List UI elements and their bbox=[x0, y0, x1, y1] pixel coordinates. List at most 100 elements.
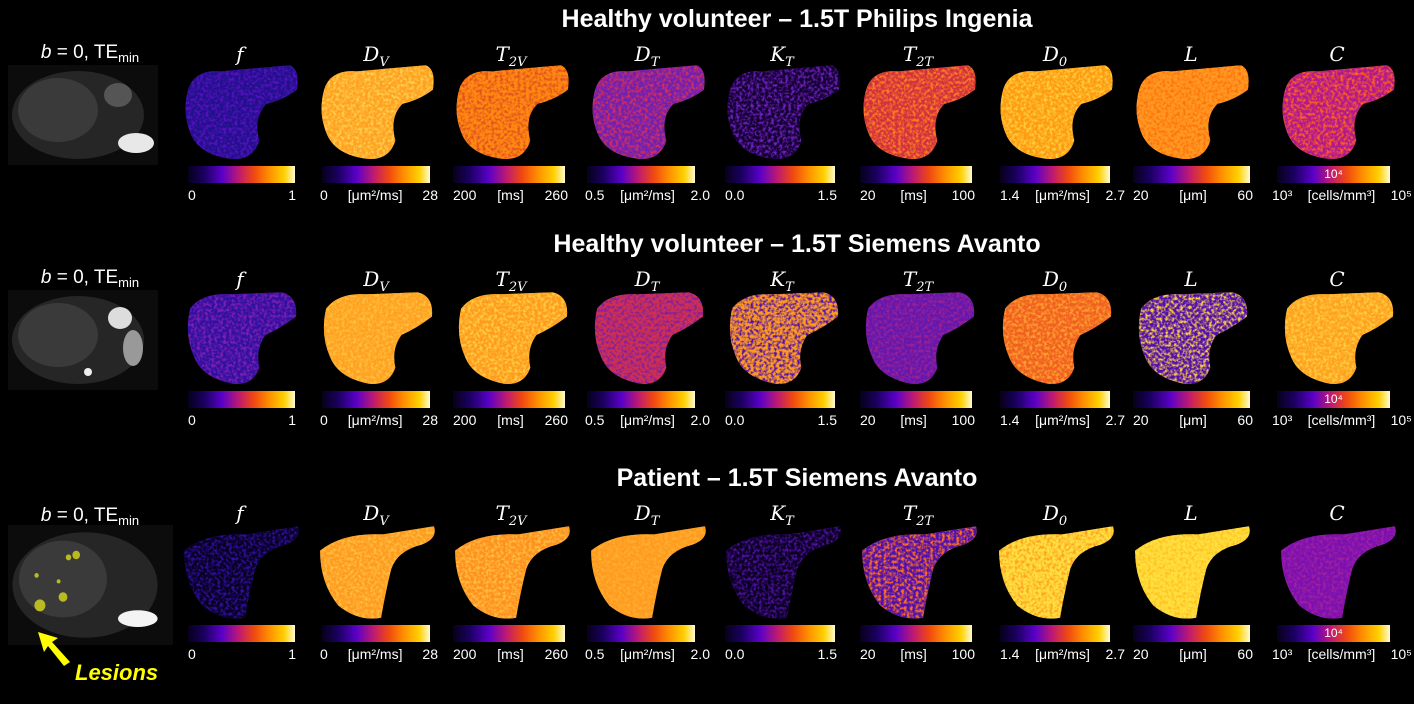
colorbar-max: 2.7 bbox=[1105, 412, 1125, 428]
parameter-label: KT bbox=[722, 501, 842, 529]
parameter-subscript: 2V bbox=[508, 280, 527, 295]
parameter-map bbox=[722, 60, 844, 164]
colorbar-max: 260 bbox=[544, 187, 568, 203]
parameter-map bbox=[180, 285, 302, 389]
parameter-label: T2T bbox=[858, 501, 978, 529]
parameter-symbol: D bbox=[1042, 501, 1059, 525]
parameter-map bbox=[722, 285, 844, 389]
colorbar-max: 10⁵ bbox=[1390, 646, 1412, 662]
colorbar-min: 20 bbox=[1133, 646, 1149, 662]
parameter-label: T2V bbox=[451, 42, 571, 70]
parameter-label: D0 bbox=[995, 501, 1115, 529]
colorbar-min: 200 bbox=[453, 646, 477, 662]
colorbar-unit: [μm] bbox=[1179, 646, 1207, 662]
colorbar-labels: 20 [μm] 60 bbox=[1133, 187, 1253, 203]
colorbar-unit: [μm²/ms] bbox=[347, 646, 403, 662]
colorbar-labels: 200 [ms] 260 bbox=[453, 646, 568, 662]
colorbar-mid-label: 10⁴ bbox=[1324, 626, 1343, 640]
parameter-subscript: 0 bbox=[1058, 55, 1068, 70]
lesion-marker bbox=[34, 599, 46, 612]
colorbar-min: 20 bbox=[860, 412, 876, 428]
parameter-map bbox=[1131, 285, 1253, 389]
parameter-label: L bbox=[1131, 267, 1251, 295]
colorbar-max: 1.5 bbox=[817, 187, 837, 203]
row-title: Patient – 1.5T Siemens Avanto bbox=[616, 464, 978, 492]
parameter-symbol: D bbox=[363, 267, 380, 291]
anatomy-label: b = 0, TEmin bbox=[0, 505, 180, 528]
colorbar bbox=[322, 625, 430, 642]
colorbar-unit: [μm²/ms] bbox=[620, 412, 675, 428]
colorbar-unit: [cells/mm³] bbox=[1307, 646, 1376, 662]
b-value-text: = 0, TE bbox=[51, 267, 119, 288]
parameter-map bbox=[995, 285, 1117, 389]
parameter-label: KT bbox=[722, 42, 842, 70]
colorbar-min: 200 bbox=[453, 412, 477, 428]
parameter-map bbox=[316, 60, 438, 164]
parameter-label: KT bbox=[722, 267, 842, 295]
colorbar-max: 60 bbox=[1237, 187, 1253, 203]
parameter-label: f bbox=[180, 42, 300, 70]
parameter-map bbox=[451, 60, 573, 164]
parameter-subscript: T bbox=[785, 514, 794, 529]
parameter-label: D0 bbox=[995, 267, 1115, 295]
parameter-subscript: 2T bbox=[916, 280, 934, 295]
parameter-subscript: V bbox=[379, 55, 389, 70]
parameter-map bbox=[587, 285, 709, 389]
anatomy-label: b = 0, TEmin bbox=[0, 42, 180, 65]
parameter-map bbox=[451, 519, 573, 623]
colorbar-unit: [ms] bbox=[900, 412, 927, 428]
colorbar-unit: [μm²/ms] bbox=[1035, 646, 1090, 662]
parameter-symbol: f bbox=[236, 267, 244, 291]
parameter-label: T2T bbox=[858, 267, 978, 295]
colorbar bbox=[860, 166, 972, 183]
colorbar bbox=[725, 625, 835, 642]
parameter-subscript: V bbox=[379, 514, 389, 529]
colorbar-min: 0.0 bbox=[725, 412, 745, 428]
parameter-symbol: C bbox=[1329, 42, 1345, 66]
colorbar-min: 1.4 bbox=[1000, 412, 1020, 428]
colorbar-labels: 0 [μm²/ms] 28 bbox=[320, 187, 438, 203]
colorbar-min: 20 bbox=[860, 646, 876, 662]
parameter-map bbox=[1277, 285, 1399, 389]
colorbar-unit: [μm²/ms] bbox=[620, 646, 675, 662]
parameter-label: C bbox=[1277, 501, 1397, 529]
colorbar: 10⁴ bbox=[1277, 391, 1390, 408]
parameter-symbol: T bbox=[495, 42, 509, 66]
colorbar-labels: 20 [ms] 100 bbox=[860, 412, 975, 428]
anatomical-image bbox=[8, 290, 158, 390]
colorbar-max: 100 bbox=[951, 412, 975, 428]
colorbar-mid-label: 10⁴ bbox=[1324, 392, 1343, 406]
colorbar bbox=[860, 391, 972, 408]
parameter-map bbox=[316, 519, 438, 623]
parameter-symbol: L bbox=[1184, 267, 1198, 291]
colorbar-max: 2.7 bbox=[1105, 646, 1125, 662]
colorbar-min: 20 bbox=[1133, 412, 1149, 428]
colorbar-max: 10⁵ bbox=[1390, 187, 1412, 203]
parameter-symbol: T bbox=[495, 501, 509, 525]
colorbar-min: 0.0 bbox=[725, 646, 745, 662]
colorbar-min: 0 bbox=[188, 187, 196, 203]
parameter-map bbox=[451, 285, 573, 389]
colorbar bbox=[587, 166, 695, 183]
colorbar-max: 260 bbox=[544, 412, 568, 428]
colorbar-unit: [ms] bbox=[497, 412, 524, 428]
parameter-map bbox=[1131, 519, 1253, 623]
colorbar-min: 0 bbox=[320, 412, 328, 428]
parameter-symbol: D bbox=[1042, 267, 1059, 291]
colorbar-min: 0.5 bbox=[585, 412, 605, 428]
parameter-subscript: T bbox=[785, 280, 794, 295]
parameter-symbol: K bbox=[770, 501, 786, 525]
colorbar bbox=[453, 391, 565, 408]
colorbar-labels: 200 [ms] 260 bbox=[453, 187, 568, 203]
parameter-label: DT bbox=[587, 267, 707, 295]
b-value-text: = 0, TE bbox=[51, 42, 119, 63]
parameter-symbol: D bbox=[363, 501, 380, 525]
parameter-label: T2V bbox=[451, 501, 571, 529]
colorbar-max: 1 bbox=[288, 646, 296, 662]
parameter-label: L bbox=[1131, 501, 1251, 529]
colorbar-min: 0 bbox=[320, 187, 328, 203]
te-subscript: min bbox=[118, 513, 140, 528]
colorbar-max: 28 bbox=[422, 646, 438, 662]
colorbar-max: 60 bbox=[1237, 412, 1253, 428]
